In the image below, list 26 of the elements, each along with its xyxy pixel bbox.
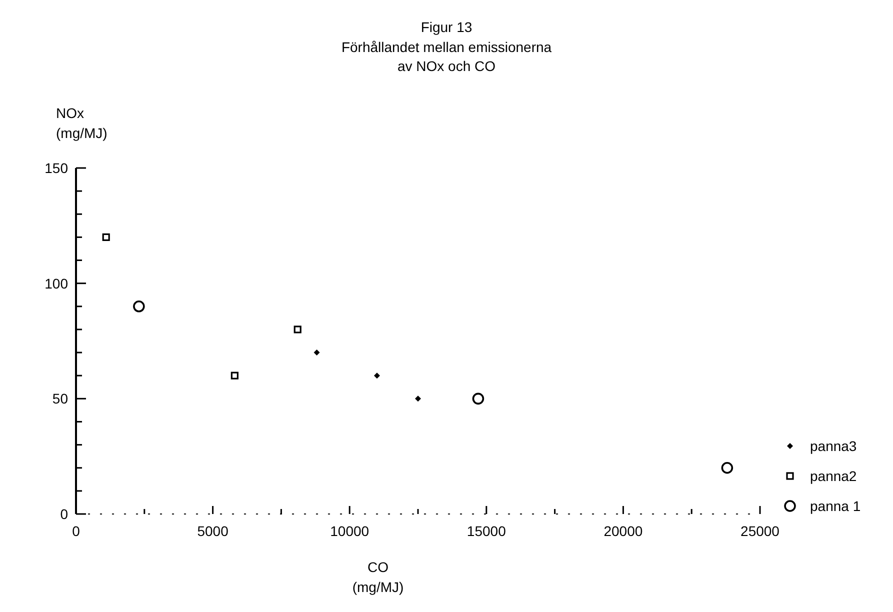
- point: [102, 233, 110, 241]
- y-tick-label: 0: [60, 506, 68, 522]
- point: [294, 326, 302, 334]
- x-axis-title: CO (mg/MJ): [352, 559, 404, 595]
- chart-title: Figur 13: [420, 19, 472, 35]
- x-tick-label: 25000: [740, 523, 780, 539]
- legend-label: panna2: [810, 468, 857, 484]
- legend-label: panna3: [810, 438, 857, 454]
- point: [472, 392, 484, 405]
- point: [721, 462, 734, 474]
- y-tick-label: 100: [44, 275, 68, 292]
- point: [314, 350, 320, 356]
- legend-label: panna 1: [810, 498, 861, 514]
- point: [133, 300, 145, 312]
- y-axis-title: NOx (mg/MJ): [56, 105, 108, 141]
- x-tick-label: 15000: [466, 523, 506, 539]
- x-tick-label: 10000: [330, 523, 370, 539]
- y-tick-label: 50: [52, 390, 68, 407]
- point: [415, 396, 421, 402]
- point: [374, 372, 380, 379]
- x-tick-label: 5000: [197, 523, 229, 539]
- chart-subtitle: Förhållandet mellan emissionerna av NOx och CO: [341, 39, 552, 74]
- x-tick-label: 20000: [604, 523, 643, 539]
- point: [230, 372, 238, 380]
- y-tick-label: 150: [44, 160, 68, 176]
- x-tick-label: 0: [72, 523, 80, 539]
